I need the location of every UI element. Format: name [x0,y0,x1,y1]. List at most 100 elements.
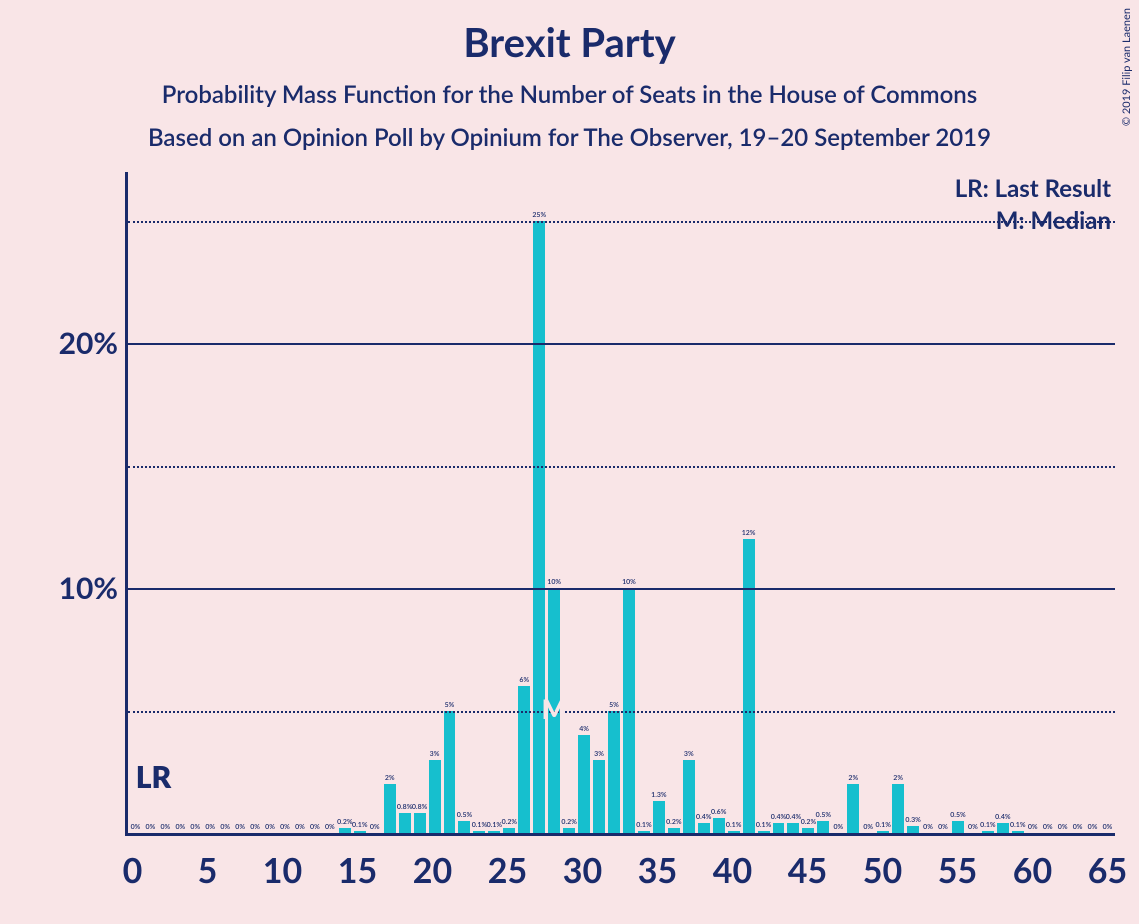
bar-slot: 0.2% [562,172,577,833]
bar-value-label: 0% [1073,824,1083,831]
bar [907,826,919,833]
bar-slot: 0% [263,172,278,833]
x-axis: 05101520253035404550556065 [125,836,1115,904]
bar-slot: 0% [307,172,322,833]
bar-slot: 0.6% [711,172,726,833]
bar-value-label: 0% [968,824,978,831]
bar-value-label: 0.1% [636,822,651,829]
bar-slot: 0% [173,172,188,833]
plot-area: LR: Last Result M: Median 0%0%0%0%0%0%0%… [125,172,1115,836]
bar-slot: 0% [1055,172,1070,833]
gridline [128,343,1115,345]
bar-value-label: 0% [131,824,141,831]
bar-slot: 0.2% [337,172,352,833]
bar-value-label: 10% [622,579,636,586]
xtick-label: 15 [338,850,377,891]
bar-value-label: 0% [1103,824,1113,831]
bar-value-label: 0% [1028,824,1038,831]
bar [758,831,770,833]
bar [608,711,620,833]
bar-value-label: 0% [310,824,320,831]
bar-slot: 0% [293,172,308,833]
bar-slot: 4% [577,172,592,833]
bar [847,784,859,833]
bar-slot: 12% [741,172,756,833]
bar-value-label: 0% [938,824,948,831]
bar-value-label: 0.4% [696,814,711,821]
bar [473,831,485,833]
gridline [128,588,1115,590]
bar-slot: 2% [382,172,397,833]
bar-value-label: 0% [370,824,380,831]
bar-value-label: 0% [1043,824,1053,831]
bar-slot: 0% [921,172,936,833]
bar-value-label: 0% [833,824,843,831]
bar-slot: 0.1% [487,172,502,833]
gridline [128,711,1115,713]
xtick-label: 30 [563,850,602,891]
bar-value-label: 0.1% [487,822,502,829]
bar-value-label: 10% [547,579,561,586]
bar-slot: 0.1% [636,172,651,833]
bar [488,831,500,833]
bar [997,823,1009,833]
bar-value-label: 0% [1058,824,1068,831]
gridline [128,221,1115,223]
bar-slot: 6% [517,172,532,833]
bar [698,823,710,833]
bar-slot: 0% [143,172,158,833]
bar-slot: 3% [681,172,696,833]
bar [399,813,411,833]
bar-slot: 0% [1100,172,1115,833]
bar-value-label: 5% [609,702,619,709]
bar-slot: 5% [607,172,622,833]
bar-slot: 0% [322,172,337,833]
bar-slot: 0.2% [502,172,517,833]
bar-slot: 0.4% [995,172,1010,833]
chart-subtitle2: Based on an Opinion Poll by Opinium for … [0,123,1139,152]
bar [787,823,799,833]
bar-value-label: 0.2% [337,819,352,826]
bar [458,821,470,833]
bar-slot: 0% [965,172,980,833]
xtick-label: 5 [198,850,218,891]
bar-slot: 0% [203,172,218,833]
xtick-label: 45 [788,850,827,891]
bar-slot: 25% [532,172,547,833]
bar [817,821,829,833]
xtick-label: 20 [413,850,452,891]
bar-slot: 0.1% [726,172,741,833]
bar [668,828,680,833]
bar [982,831,994,833]
bar-value-label: 1.3% [651,792,666,799]
bar [773,823,785,833]
xtick-label: 10 [263,850,302,891]
bar-value-label: 6% [519,677,529,684]
xtick-label: 35 [638,850,677,891]
bar [384,784,396,833]
bar-value-label: 0.6% [711,809,726,816]
bar-slot: 0.5% [816,172,831,833]
bar-value-label: 0.8% [397,804,412,811]
bar-slot: 0% [158,172,173,833]
bar [339,828,351,833]
xtick-label: 0 [123,850,143,891]
xtick-label: 65 [1088,850,1127,891]
bar-value-label: 3% [684,751,694,758]
copyright-text: © 2019 Filip van Laenen [1120,8,1133,126]
bar-value-label: 0% [325,824,335,831]
bar-value-label: 0.8% [412,804,427,811]
bar-slot: 0.1% [352,172,367,833]
bar-slot: 0.4% [786,172,801,833]
bar [563,828,575,833]
bars-layer: 0%0%0%0%0%0%0%0%0%0%0%0%0%0%0.2%0.1%0%2%… [128,172,1115,833]
bar-value-label: 0.1% [980,822,995,829]
bar-slot: 5% [442,172,457,833]
bar [653,801,665,833]
bar-slot: 0% [248,172,263,833]
chart-container: LR: Last Result M: Median 0%0%0%0%0%0%0%… [40,172,1121,904]
bar-value-label: 0.1% [352,822,367,829]
bar-value-label: 0.4% [771,814,786,821]
bar-slot: 0% [861,172,876,833]
bar-slot: 0% [128,172,143,833]
